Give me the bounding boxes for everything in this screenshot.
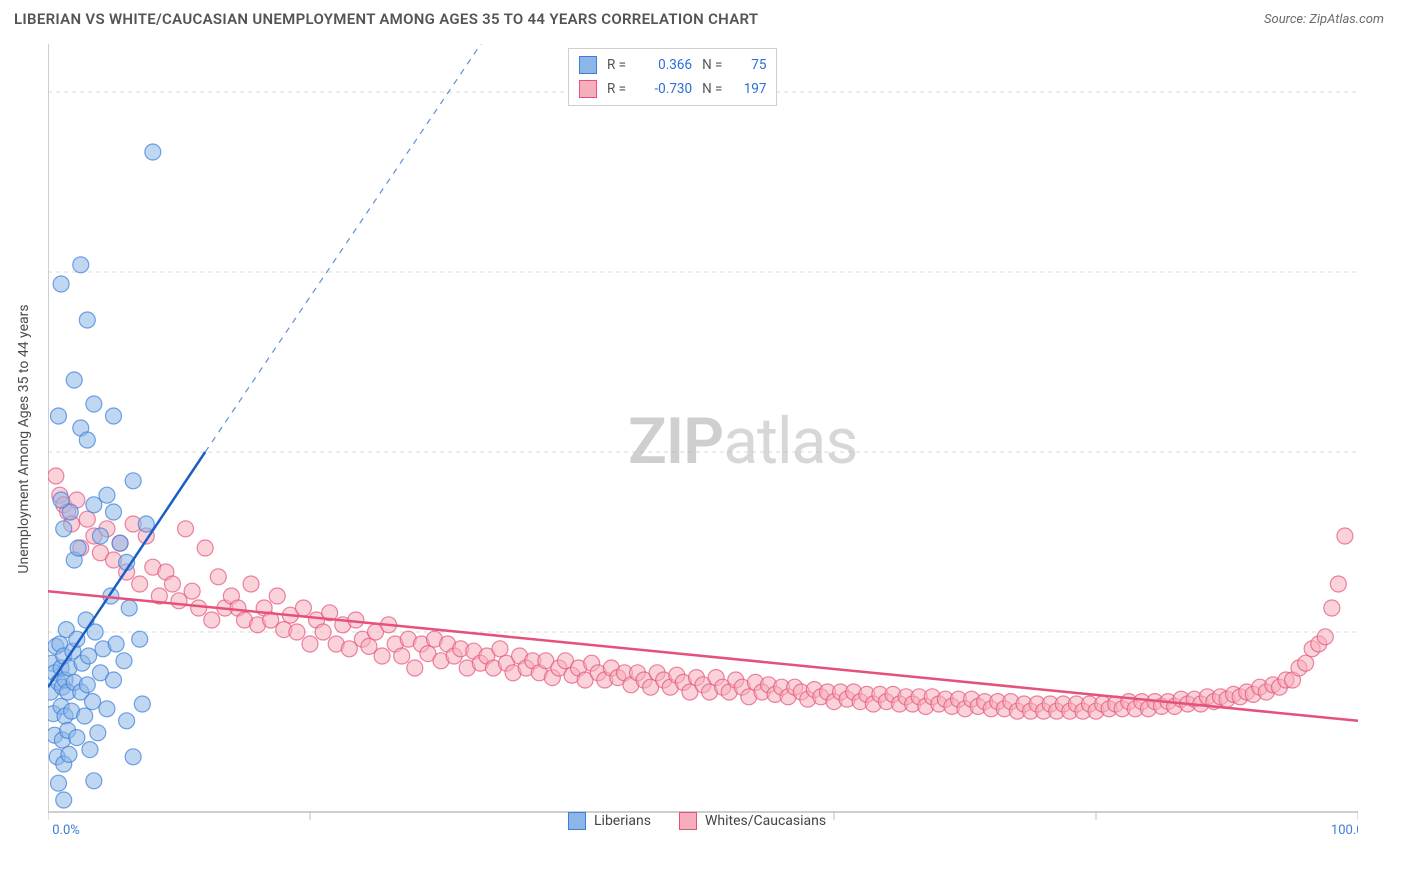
source-text: Source: ZipAtlas.com xyxy=(1264,12,1384,27)
correlation-legend: R = 0.366 N = 75 R = -0.730 N = 197 xyxy=(568,48,777,106)
series-legend: Liberians Whites/Caucasians xyxy=(568,812,826,830)
legend-r-label: R = xyxy=(607,81,626,97)
legend-item-liberians: Liberians xyxy=(568,812,651,830)
legend-swatch-pink xyxy=(679,812,697,830)
legend-item-whites: Whites/Caucasians xyxy=(679,812,826,830)
legend-n-label: N = xyxy=(702,81,722,97)
legend-r-value-pink: -0.730 xyxy=(636,81,692,97)
legend-swatch-blue xyxy=(579,56,597,74)
chart-title: LIBERIAN VS WHITE/CAUCASIAN UNEMPLOYMENT… xyxy=(14,10,758,28)
chart-area: Unemployment Among Ages 35 to 44 years 7… xyxy=(48,44,1358,834)
legend-n-value-pink: 197 xyxy=(732,81,766,97)
legend-label-liberians: Liberians xyxy=(594,813,651,829)
scatter-plot: 7.5%15.0%22.5%30.0%0.0%100.0% xyxy=(48,44,1358,834)
y-axis-label: Unemployment Among Ages 35 to 44 years xyxy=(16,304,32,573)
legend-swatch-blue xyxy=(568,812,586,830)
legend-n-value-blue: 75 xyxy=(732,57,766,73)
svg-text:100.0%: 100.0% xyxy=(1331,823,1358,834)
legend-r-value-blue: 0.366 xyxy=(636,57,692,73)
legend-swatch-pink xyxy=(579,80,597,98)
legend-r-label: R = xyxy=(607,57,626,73)
legend-n-label: N = xyxy=(702,57,722,73)
legend-row-liberians: R = 0.366 N = 75 xyxy=(579,53,766,77)
legend-label-whites: Whites/Caucasians xyxy=(705,813,826,829)
legend-row-whites: R = -0.730 N = 197 xyxy=(579,77,766,101)
svg-text:0.0%: 0.0% xyxy=(52,823,80,834)
